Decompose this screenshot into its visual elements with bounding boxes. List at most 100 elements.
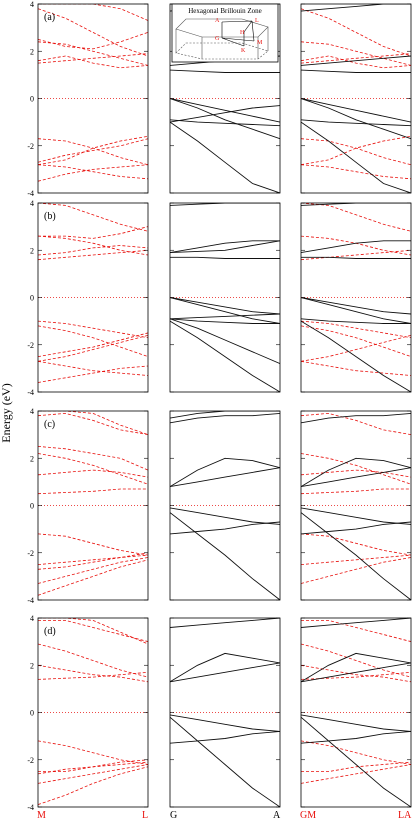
inset-label-L: L [255,18,259,24]
band-curve-black [170,320,280,392]
band-curve-red [38,554,148,565]
band-curve-red [38,245,148,256]
x-label-GM: GM [300,810,316,821]
band-curve-black [170,105,280,123]
band-curve-red [38,360,148,376]
band-curve-black [170,240,280,254]
band-curve-black [301,714,411,732]
band-curve-red [38,412,148,435]
x-label-LA: LA [398,810,412,821]
band-curve-red [38,740,148,765]
band-curve-red [38,411,148,435]
band-curve-black [301,318,411,324]
band-curve-black [301,618,411,628]
band-curve-red [301,453,411,485]
band-curve-red [301,664,411,683]
panel-label: (b) [44,211,56,222]
band-curve-red [38,164,148,180]
y-tick-label: -2 [27,142,34,151]
band-lines [170,203,280,392]
band-curve-black [170,412,280,424]
band-curve-red [301,740,411,765]
band-curve-black [301,467,411,488]
band-curve-red [301,557,411,584]
band-curve-red [301,138,411,166]
band-curve-red [301,164,411,180]
x-label-A: A [273,810,281,821]
band-curve-black [301,507,411,525]
x-label-M: M [37,810,46,821]
x-label-L: L [142,810,148,821]
band-curve-red [38,325,148,357]
y-tick-label: -4 [27,388,34,397]
band-curve-black [301,4,411,12]
band-curve-red [38,552,148,570]
band-curve-red [38,53,148,64]
band-curve-black [170,203,280,206]
band-curve-red [38,671,148,680]
band-curve-black [301,98,411,123]
band-lines [170,618,280,807]
band-curve-black [170,297,280,315]
band-lines [301,4,411,193]
band-curve-black [170,313,280,320]
band-curve-red [301,41,411,66]
band-curve-red [38,766,148,805]
band-curve-red [301,360,411,376]
band-curve-black [301,240,411,254]
band-curve-red [38,618,148,645]
y-tick-label: -4 [27,189,34,198]
band-curve-red [301,249,411,261]
band-curve-red [301,334,411,362]
band-curve-red [38,164,148,182]
band-curve-red [301,203,411,232]
y-tick-label: 4 [30,614,34,623]
band-curve-red [38,643,148,678]
path-G-M [221,37,255,42]
panel-label: (d) [44,626,56,637]
band-curve-black [301,412,411,424]
band-curve-black [170,662,280,683]
y-tick-label: -4 [27,596,34,605]
path-G-K [221,37,245,47]
band-curve-black [170,716,280,807]
band-curve-black [170,618,280,628]
path-M-H [251,20,255,42]
band-curve-red [301,55,411,69]
band-curve-black [301,512,411,600]
band-curve-black [301,652,411,683]
band-curve-black [301,662,411,683]
band-curve-black [301,98,411,140]
band-curve-black [301,203,411,206]
band-curve-black [170,69,280,73]
band-curve-red [301,325,411,357]
band-curve-black [170,457,280,487]
y-tick-label: -4 [27,803,34,812]
y-tick-label: -2 [27,341,34,350]
band-curve-red [38,533,148,556]
band-curve-red [38,32,148,50]
band-curve-black [301,119,411,127]
band-curve-red [38,334,148,362]
hexagonal-prism-drawing [175,18,269,60]
path-L-H [243,20,253,33]
band-curve-red [301,412,411,435]
band-curve-red [38,620,148,642]
band-lines [38,618,148,805]
band-curve-red [301,488,411,495]
y-axis-label: Energy (eV) [0,383,13,442]
band-curve-black [170,256,280,259]
band-curve-red [38,138,148,163]
band-curve-red [301,320,411,339]
y-tick-label: 2 [30,47,34,56]
band-curve-black [301,716,411,807]
band-curve-black [301,297,411,315]
brillouin-zone-inset: Hexagonal Brillouin Zone A L H G M K [171,3,279,63]
inset-label-M: M [257,40,263,46]
y-tick-label: 4 [30,0,34,9]
band-curve-red [38,203,148,232]
band-curve-red [38,446,148,471]
band-lines [301,412,411,600]
band-curve-red [301,53,411,64]
